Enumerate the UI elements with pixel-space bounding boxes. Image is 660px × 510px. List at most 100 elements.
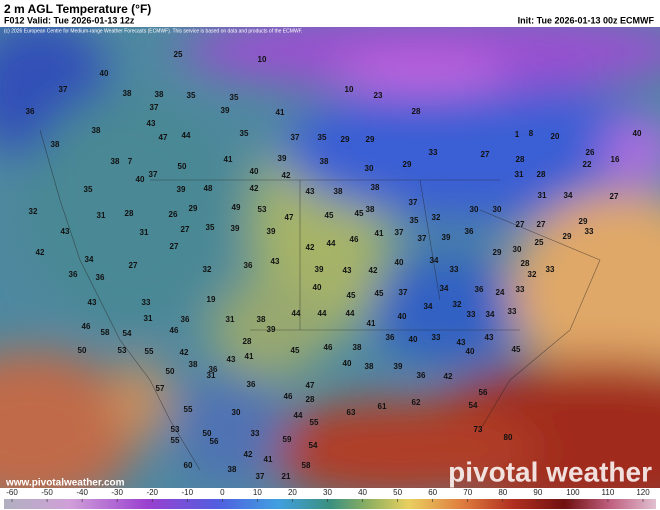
temperature-label: 36 bbox=[247, 380, 256, 389]
temperature-label: 38 bbox=[353, 343, 362, 352]
temperature-label: 58 bbox=[302, 461, 311, 470]
temperature-label: 31 bbox=[207, 371, 216, 380]
temperature-label: 33 bbox=[142, 298, 151, 307]
temperature-label: 38 bbox=[189, 360, 198, 369]
temperature-label: 26 bbox=[169, 210, 178, 219]
colorbar-tick-label: 10 bbox=[253, 488, 262, 497]
temperature-label: 23 bbox=[374, 91, 383, 100]
temperature-label: 37 bbox=[149, 170, 158, 179]
temperature-label: 33 bbox=[585, 227, 594, 236]
temperature-label: 38 bbox=[365, 362, 374, 371]
temperature-label: 36 bbox=[417, 371, 426, 380]
temperature-label: 60 bbox=[184, 461, 193, 470]
temperature-label: 39 bbox=[442, 233, 451, 242]
temperature-label: 39 bbox=[394, 362, 403, 371]
temperature-label: 30 bbox=[493, 205, 502, 214]
temperature-label: 32 bbox=[203, 265, 212, 274]
temperature-label: 61 bbox=[378, 402, 387, 411]
temperature-label: 7 bbox=[128, 157, 133, 166]
temperature-label: 38 bbox=[123, 89, 132, 98]
temperature-label: 50 bbox=[78, 346, 87, 355]
temperature-label: 37 bbox=[59, 85, 68, 94]
colorbar-tick-label: -40 bbox=[76, 488, 88, 497]
temperature-label: 43 bbox=[343, 266, 352, 275]
temperature-label: 35 bbox=[187, 91, 196, 100]
temperature-label: 50 bbox=[203, 429, 212, 438]
temperature-label: 44 bbox=[346, 309, 355, 318]
temperature-label: 36 bbox=[244, 261, 253, 270]
colorbar-tick-label: 120 bbox=[636, 488, 650, 497]
temperature-label: 37 bbox=[150, 103, 159, 112]
temperature-label: 37 bbox=[291, 133, 300, 142]
temperature-label: 48 bbox=[204, 184, 213, 193]
temperature-label: 46 bbox=[324, 343, 333, 352]
temperature-label: 29 bbox=[366, 135, 375, 144]
temperature-label: 46 bbox=[170, 326, 179, 335]
temperature-label: 36 bbox=[26, 107, 35, 116]
temperature-label: 55 bbox=[171, 436, 180, 445]
temperature-label: 21 bbox=[282, 472, 291, 481]
temperature-label: 43 bbox=[457, 338, 466, 347]
colorbar bbox=[4, 499, 656, 509]
temperature-label: 29 bbox=[341, 135, 350, 144]
temperature-label: 42 bbox=[36, 248, 45, 257]
temperature-label: 40 bbox=[395, 258, 404, 267]
temperature-label: 19 bbox=[207, 295, 216, 304]
colorbar-tick-label: 50 bbox=[393, 488, 402, 497]
temperature-label: 16 bbox=[611, 155, 620, 164]
temperature-label: 45 bbox=[355, 209, 364, 218]
temperature-label: 36 bbox=[465, 227, 474, 236]
temperature-label: 24 bbox=[496, 288, 505, 297]
temperature-label: 35 bbox=[230, 93, 239, 102]
temperature-label: 29 bbox=[579, 217, 588, 226]
colorbar-tick-label: 110 bbox=[602, 488, 615, 497]
temperature-label: 62 bbox=[412, 398, 421, 407]
temperature-label: 38 bbox=[155, 90, 164, 99]
temperature-label: 37 bbox=[409, 198, 418, 207]
temperature-label: 10 bbox=[345, 85, 354, 94]
temperature-label: 29 bbox=[189, 204, 198, 213]
temperature-label: 42 bbox=[369, 266, 378, 275]
temperature-label: 50 bbox=[166, 367, 175, 376]
temperature-label: 38 bbox=[228, 465, 237, 474]
temperature-label: 32 bbox=[528, 270, 537, 279]
temperature-label: 42 bbox=[250, 184, 259, 193]
temperature-label: 33 bbox=[516, 285, 525, 294]
temperature-label: 43 bbox=[88, 298, 97, 307]
temperature-label: 45 bbox=[325, 211, 334, 220]
temperature-label: 28 bbox=[412, 107, 421, 116]
temperature-label: 33 bbox=[432, 333, 441, 342]
temperature-label: 43 bbox=[147, 119, 156, 128]
temperature-label: 45 bbox=[291, 346, 300, 355]
temperature-label: 56 bbox=[210, 437, 219, 446]
temperature-label: 27 bbox=[610, 192, 619, 201]
temperature-label: 50 bbox=[178, 162, 187, 171]
temperature-label: 41 bbox=[264, 455, 273, 464]
temperature-label: 27 bbox=[516, 220, 525, 229]
temperature-label: 44 bbox=[182, 131, 191, 140]
credit: (c) 2026 European Centre for Medium-rang… bbox=[4, 28, 303, 34]
temperature-label: 47 bbox=[285, 213, 294, 222]
temperature-label: 39 bbox=[267, 227, 276, 236]
temperature-label: 30 bbox=[470, 205, 479, 214]
temperature-label: 80 bbox=[504, 433, 513, 442]
temperature-label: 41 bbox=[276, 108, 285, 117]
temperature-label: 30 bbox=[365, 164, 374, 173]
colorbar-tick-label: 100 bbox=[566, 488, 580, 497]
colorbar-tick-label: 40 bbox=[358, 488, 367, 497]
temperature-label: 8 bbox=[529, 129, 534, 138]
temperature-label: 54 bbox=[469, 401, 478, 410]
temperature-label: 40 bbox=[343, 359, 352, 368]
temperature-label: 41 bbox=[375, 229, 384, 238]
temperature-label: 44 bbox=[294, 411, 303, 420]
temperature-label: 46 bbox=[350, 235, 359, 244]
temperature-label: 58 bbox=[101, 328, 110, 337]
temperature-label: 35 bbox=[206, 223, 215, 232]
temperature-label: 54 bbox=[123, 329, 132, 338]
colorbar-tick-label: 0 bbox=[220, 488, 225, 497]
temperature-label: 31 bbox=[226, 315, 235, 324]
colorbar-tick-label: 90 bbox=[533, 488, 542, 497]
temperature-label: 43 bbox=[271, 257, 280, 266]
temperature-label: 31 bbox=[538, 191, 547, 200]
